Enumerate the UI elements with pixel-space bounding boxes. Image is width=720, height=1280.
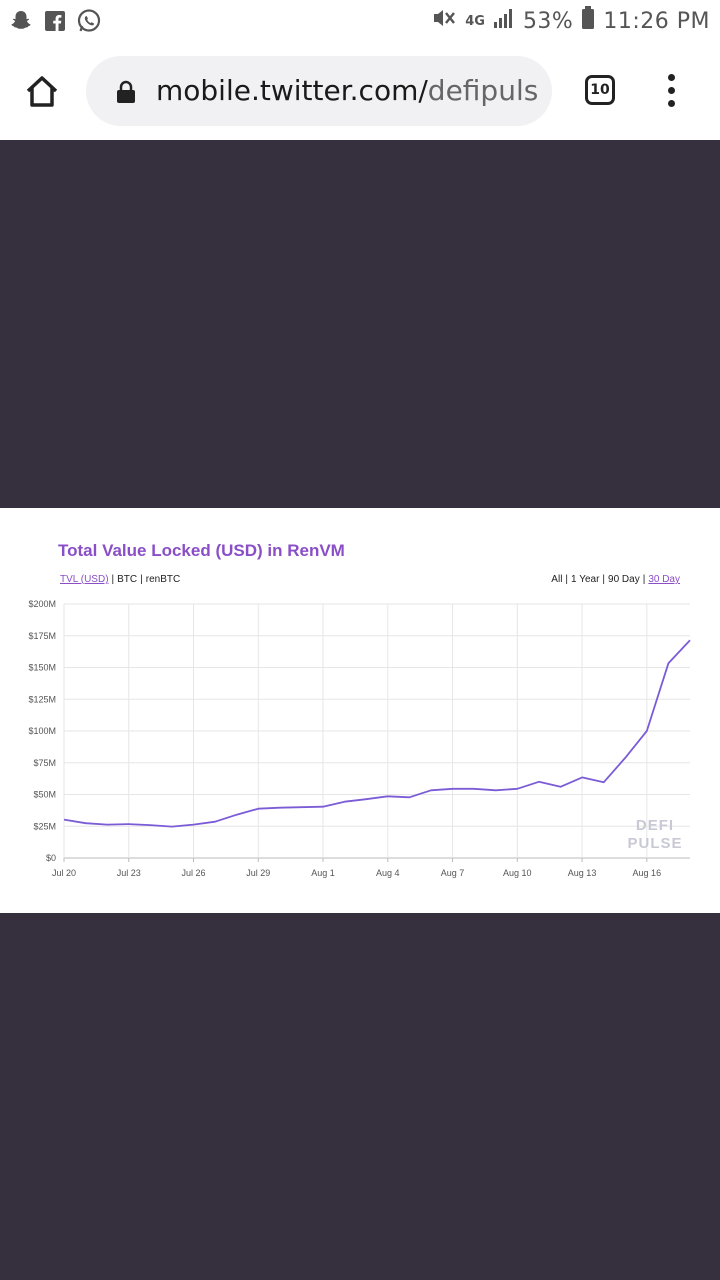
- x-tick-label: Jul 26: [182, 868, 206, 878]
- snapchat-icon: [8, 8, 34, 34]
- y-tick-label: $75M: [33, 758, 56, 768]
- tweet-image-chart[interactable]: $0 $25M $50M $75M $100M $125M $150M $175M $200M J…: [0, 508, 720, 913]
- y-tick-label: $50M: [33, 790, 56, 800]
- metric-toggle: TVL (USD) | BTC | renBTC: [60, 574, 181, 585]
- range-all[interactable]: All: [551, 574, 563, 585]
- range-90-day[interactable]: 90 Day: [608, 574, 640, 585]
- status-bar: 4G 53% 11:26 PM: [0, 0, 720, 44]
- metric-btc[interactable]: BTC: [117, 574, 138, 585]
- y-tick-label: $100M: [28, 726, 56, 736]
- battery-icon: [581, 6, 595, 36]
- browser-toolbar: mobile.twitter.com/defipuls 10: [0, 44, 720, 140]
- url-path: defipuls: [427, 74, 539, 107]
- range-30-day[interactable]: 30 Day: [648, 574, 680, 585]
- range-1-year[interactable]: 1 Year: [571, 574, 600, 585]
- url-host: mobile.twitter.com/: [156, 74, 428, 107]
- media-area-top: [0, 140, 720, 508]
- clock: 11:26 PM: [603, 8, 710, 34]
- tvl-series-line: [63, 639, 691, 828]
- y-tick-label: $150M: [28, 663, 56, 673]
- x-tick-label: Jul 23: [117, 868, 141, 878]
- x-tick-label: Jul 29: [246, 868, 270, 878]
- x-tick-label: Aug 10: [503, 868, 532, 878]
- x-tick-label: Aug 7: [441, 868, 465, 878]
- x-tick-label: Aug 13: [568, 868, 597, 878]
- media-area-bottom: [0, 913, 720, 1280]
- metric-renbtc[interactable]: renBTC: [145, 574, 181, 585]
- range-toggle: All | 1 Year | 90 Day | 30 Day: [551, 574, 680, 585]
- x-tick-label: Aug 4: [376, 868, 400, 878]
- chart-title: Total Value Locked (USD) in RenVM: [58, 541, 345, 560]
- metric-tvl[interactable]: TVL (USD): [60, 574, 109, 585]
- home-button[interactable]: [22, 72, 62, 112]
- battery-percent: 53%: [522, 8, 574, 34]
- signal-icon: [493, 7, 515, 35]
- mute-icon: [431, 6, 457, 36]
- home-icon: [26, 76, 58, 107]
- overflow-menu-icon[interactable]: [664, 74, 678, 110]
- address-bar[interactable]: mobile.twitter.com/defipuls: [86, 56, 552, 126]
- tab-count: 10: [590, 82, 610, 98]
- watermark-pulse: PULSE: [627, 835, 682, 852]
- whatsapp-icon: [76, 8, 102, 34]
- y-tick-label: $175M: [28, 631, 56, 641]
- watermark-defi: DEFI: [636, 817, 674, 834]
- chart-canvas: $0 $25M $50M $75M $100M $125M $150M $175M $200M J…: [28, 599, 691, 878]
- x-tick-label: Jul 20: [52, 868, 76, 878]
- y-tick-label: $125M: [28, 694, 56, 704]
- x-tick-label: Aug 16: [633, 868, 662, 878]
- x-tick-label: Aug 1: [311, 868, 335, 878]
- y-tick-label: $200M: [28, 599, 56, 609]
- url-text: mobile.twitter.com/defipuls: [156, 74, 538, 107]
- y-tick-label: $0: [46, 853, 56, 863]
- tabs-button[interactable]: 10: [585, 75, 615, 105]
- network-type: 4G: [465, 13, 485, 29]
- y-tick-label: $25M: [33, 821, 56, 831]
- lock-icon: [117, 80, 135, 103]
- facebook-icon: [42, 8, 68, 34]
